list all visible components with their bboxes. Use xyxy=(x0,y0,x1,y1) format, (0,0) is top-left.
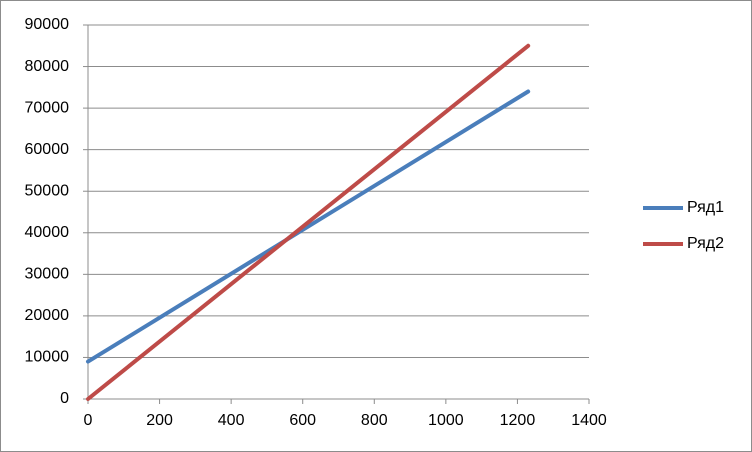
x-tick-label: 1200 xyxy=(500,412,536,429)
y-tick-label: 50000 xyxy=(25,182,70,199)
series-line-1 xyxy=(86,89,531,364)
legend-label: Ряд2 xyxy=(687,235,724,252)
y-tick-label: 10000 xyxy=(25,349,70,366)
series-lines xyxy=(86,43,531,401)
gridlines xyxy=(88,24,589,358)
y-axis-tick-labels: 0 10000 20000 30000 40000 50000 60000 70000 8000… xyxy=(25,16,70,407)
x-tick-label: 1400 xyxy=(571,412,607,429)
x-axis-tick-labels: 0 200 400 600 800 1000 1200 1400 xyxy=(84,412,607,429)
y-tick-label: 60000 xyxy=(25,141,70,158)
x-tick-label: 200 xyxy=(146,412,173,429)
y-tick-label: 80000 xyxy=(25,58,70,75)
legend-item: Ряд1 xyxy=(643,199,724,216)
y-tick-label: 30000 xyxy=(25,266,70,283)
legend: Ряд1 Ряд2 xyxy=(643,199,724,252)
legend-label: Ряд1 xyxy=(687,199,724,216)
y-tick-label: 90000 xyxy=(25,16,70,33)
y-tick-label: 40000 xyxy=(25,224,70,241)
y-tick-label: 0 xyxy=(60,390,69,407)
x-tick-label: 0 xyxy=(84,412,93,429)
series-line-2 xyxy=(86,43,531,401)
y-tick-label: 70000 xyxy=(25,99,70,116)
x-tick-label: 1000 xyxy=(428,412,464,429)
x-tick-label: 800 xyxy=(361,412,388,429)
axes xyxy=(83,24,590,404)
x-tick-label: 400 xyxy=(218,412,245,429)
legend-item: Ряд2 xyxy=(643,235,724,252)
x-tick-label: 600 xyxy=(289,412,316,429)
y-tick-label: 20000 xyxy=(25,307,70,324)
